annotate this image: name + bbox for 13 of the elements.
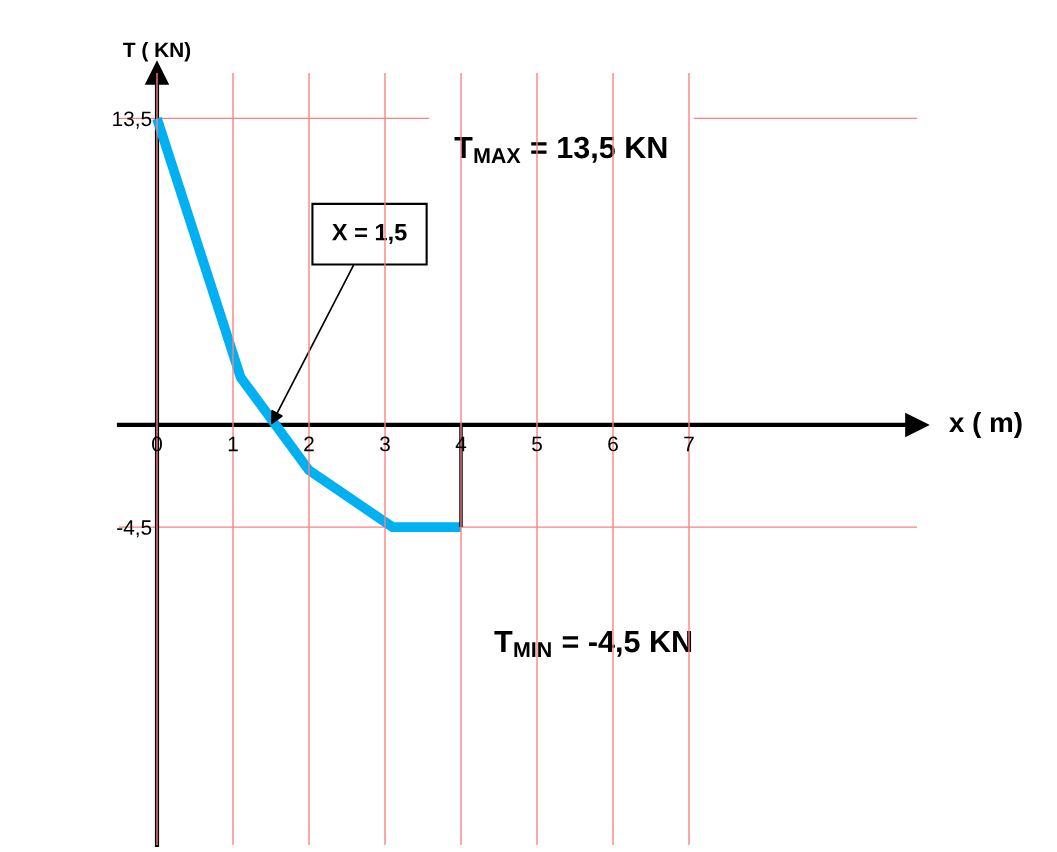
x-tick-label: 3 (380, 436, 390, 452)
y-tick-label: -4,5 (117, 520, 152, 538)
annotation: T$_{MIN}$ = -4,5 KN (494, 631, 692, 657)
y-tick-label: 13,5 (113, 111, 152, 129)
x-tick-label: 5 (532, 436, 542, 452)
annotation: X = 1,5 (332, 224, 407, 244)
x-tick-label: 6 (608, 436, 618, 452)
annotation: T$_{MAX}$ = 13,5 KN (454, 136, 667, 163)
y-axis-title: T ( KN) (123, 42, 191, 62)
x-tick-label: 7 (684, 436, 694, 452)
x-axis-title: x ( m) (949, 411, 1022, 438)
x-tick-label: 2 (304, 436, 314, 452)
x-tick-label: 1 (228, 436, 238, 452)
